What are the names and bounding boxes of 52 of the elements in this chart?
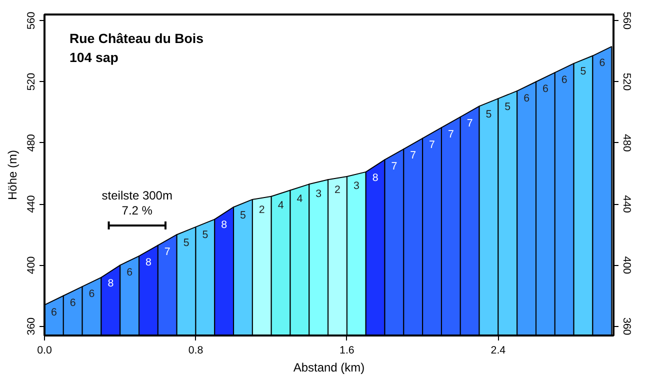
annotation: 6	[561, 74, 568, 86]
x-axis-title: Abstand (km)	[293, 360, 365, 374]
annotation: 3	[353, 180, 360, 192]
text: Rue Château du Bois	[70, 31, 204, 46]
annotation: 3	[316, 188, 322, 200]
annotation: 8	[372, 172, 378, 184]
annotation: steilste 300m	[102, 188, 172, 202]
annotation: 7.2 %	[122, 203, 153, 218]
annotation: 7	[410, 150, 416, 162]
annotation: 8	[108, 277, 114, 290]
annotation: 6	[542, 83, 548, 96]
y2-tick-label: 520	[620, 72, 632, 91]
y-tick-label: 560	[26, 12, 38, 30]
y2-tick-label: 560	[620, 12, 632, 30]
annotation: 4	[278, 199, 284, 212]
text: 104 sap	[70, 50, 118, 65]
annotation: 4	[296, 193, 303, 206]
annotation: 7	[466, 118, 473, 130]
annotation: 8	[221, 219, 228, 232]
x-tick-label: 0.0	[37, 344, 52, 356]
y2-tick-label: 400	[620, 256, 632, 274]
x-tick-label: 0.8	[188, 344, 204, 356]
y-tick-label: 440	[26, 195, 38, 213]
annotation: 6	[88, 288, 95, 300]
annotation: 2	[258, 204, 265, 216]
annotation: 7	[164, 246, 170, 258]
y-tick-label: 400	[26, 256, 38, 274]
annotation: 5	[486, 108, 492, 120]
annotation: 5	[183, 236, 190, 249]
annotation: 7	[429, 138, 436, 151]
annotation: 8	[146, 256, 152, 269]
y-tick-label: 360	[26, 317, 38, 336]
annotation: 5	[504, 100, 511, 113]
x-tick-label: 1.6	[340, 344, 354, 356]
annotation: 2	[334, 184, 341, 196]
y2-tick-label: 440	[620, 195, 632, 214]
annotation: 6	[50, 306, 57, 318]
y2-tick-label: 480	[620, 134, 632, 152]
annotation: 5	[202, 229, 208, 242]
y-tick-label: 480	[26, 134, 38, 152]
annotation: 5	[580, 66, 586, 78]
annotation: 6	[524, 92, 530, 104]
x-tick-label: 2.4	[490, 344, 506, 356]
annotation: 6	[70, 297, 76, 310]
annotation: 5	[240, 209, 246, 222]
y2-tick-label: 360	[620, 317, 632, 336]
y-tick-label: 520	[26, 72, 38, 91]
annotation: 6	[599, 57, 606, 70]
y-axis-title: Höhe (m)	[6, 150, 20, 200]
annotation: 6	[126, 266, 133, 279]
annotation: 7	[448, 128, 454, 140]
annotation: 7	[391, 160, 398, 172]
